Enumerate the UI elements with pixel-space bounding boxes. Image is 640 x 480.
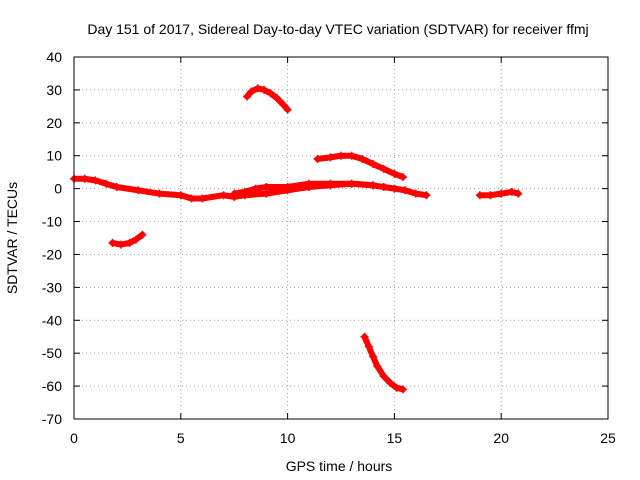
x-tick-label: 25: [600, 430, 616, 446]
data-point: [251, 184, 260, 193]
series-arc-main-upper: [230, 179, 378, 198]
data-point: [360, 332, 369, 341]
x-tick-label: 0: [70, 430, 78, 446]
data-point: [398, 385, 407, 394]
series-arc-high: [243, 84, 292, 114]
y-axis-label: SDTVAR / TECUs: [4, 182, 20, 294]
y-tick-label: 20: [46, 115, 62, 131]
data-point: [514, 189, 523, 198]
data-point: [364, 342, 373, 351]
data-point: [262, 182, 271, 191]
data-point: [347, 179, 356, 188]
data-point: [369, 352, 378, 361]
y-tick-label: 10: [46, 148, 62, 164]
y-tick-label: 30: [46, 82, 62, 98]
y-tick-label: -30: [42, 279, 62, 295]
data-point: [243, 92, 252, 101]
x-tick-label: 5: [177, 430, 185, 446]
data-point: [379, 372, 388, 381]
data-point: [230, 189, 239, 198]
data-point: [422, 191, 431, 200]
data-point: [219, 191, 228, 200]
data-point: [247, 87, 256, 96]
data-point: [260, 85, 269, 94]
x-axis-label: GPS time / hours: [286, 458, 393, 474]
data-point: [390, 184, 399, 193]
y-tick-label: -70: [42, 411, 62, 427]
series-arc-20h: [475, 187, 523, 200]
data-point: [392, 383, 401, 392]
data-point: [112, 182, 121, 191]
data-point: [486, 191, 495, 200]
data-point: [116, 240, 125, 249]
series-trace: [361, 333, 406, 393]
data-point: [102, 179, 111, 188]
data-point: [369, 181, 378, 190]
data-point: [373, 362, 382, 371]
data-point: [134, 186, 143, 195]
data-point: [398, 173, 407, 182]
data-point: [240, 187, 249, 196]
data-point: [279, 100, 288, 109]
y-tick-label: -40: [42, 312, 62, 328]
plot-area-border: [73, 56, 609, 420]
data-point: [108, 238, 117, 247]
data-point: [358, 155, 367, 164]
data-point: [176, 191, 185, 200]
data-point: [131, 235, 140, 244]
x-tick-label: 15: [387, 430, 403, 446]
series-arc-deep-neg: [360, 332, 407, 394]
data-point: [272, 94, 281, 103]
data-point: [369, 159, 378, 168]
data-point: [125, 238, 134, 247]
data-point: [253, 84, 262, 93]
y-tick-label: -50: [42, 345, 62, 361]
x-tick-label: 20: [493, 430, 509, 446]
data-point: [91, 176, 100, 185]
series-arc-neg-17: [108, 230, 147, 249]
data-point: [386, 378, 395, 387]
data-point: [313, 155, 322, 164]
data-point: [507, 187, 516, 196]
chart-title: Day 151 of 2017, Sidereal Day-to-day VTE…: [87, 21, 588, 37]
data-point: [347, 151, 356, 160]
data-point: [155, 189, 164, 198]
y-tick-label: -10: [42, 214, 62, 230]
data-point: [337, 151, 345, 160]
data-point: [80, 174, 89, 183]
data-point: [187, 194, 196, 203]
data-point: [475, 191, 484, 200]
series-arc-mid-high: [313, 151, 407, 182]
y-tick-label: 0: [54, 181, 62, 197]
data-point: [411, 189, 420, 198]
y-tick-label: 40: [46, 49, 62, 65]
y-tick-label: -20: [42, 246, 62, 262]
data-point: [283, 182, 292, 191]
data-point: [379, 182, 388, 191]
data-point: [401, 186, 410, 195]
data-point: [198, 194, 207, 203]
data-point: [326, 179, 335, 188]
axis-ticks: 40 30 20 10 0 -10 -20 -30 -40 -50 -60 -70 0 5 10 15 20 25: [42, 49, 616, 446]
gridlines: [74, 57, 608, 419]
y-tick-label: -60: [42, 378, 62, 394]
data-point: [497, 189, 506, 198]
data-point: [304, 179, 313, 188]
data-point: [283, 105, 292, 114]
data-point: [266, 89, 275, 98]
x-tick-label: 10: [280, 430, 296, 446]
data-points: [70, 84, 523, 394]
data-point: [138, 230, 147, 239]
data-point: [326, 153, 335, 162]
data-point: [390, 169, 399, 178]
data-point: [379, 164, 388, 173]
